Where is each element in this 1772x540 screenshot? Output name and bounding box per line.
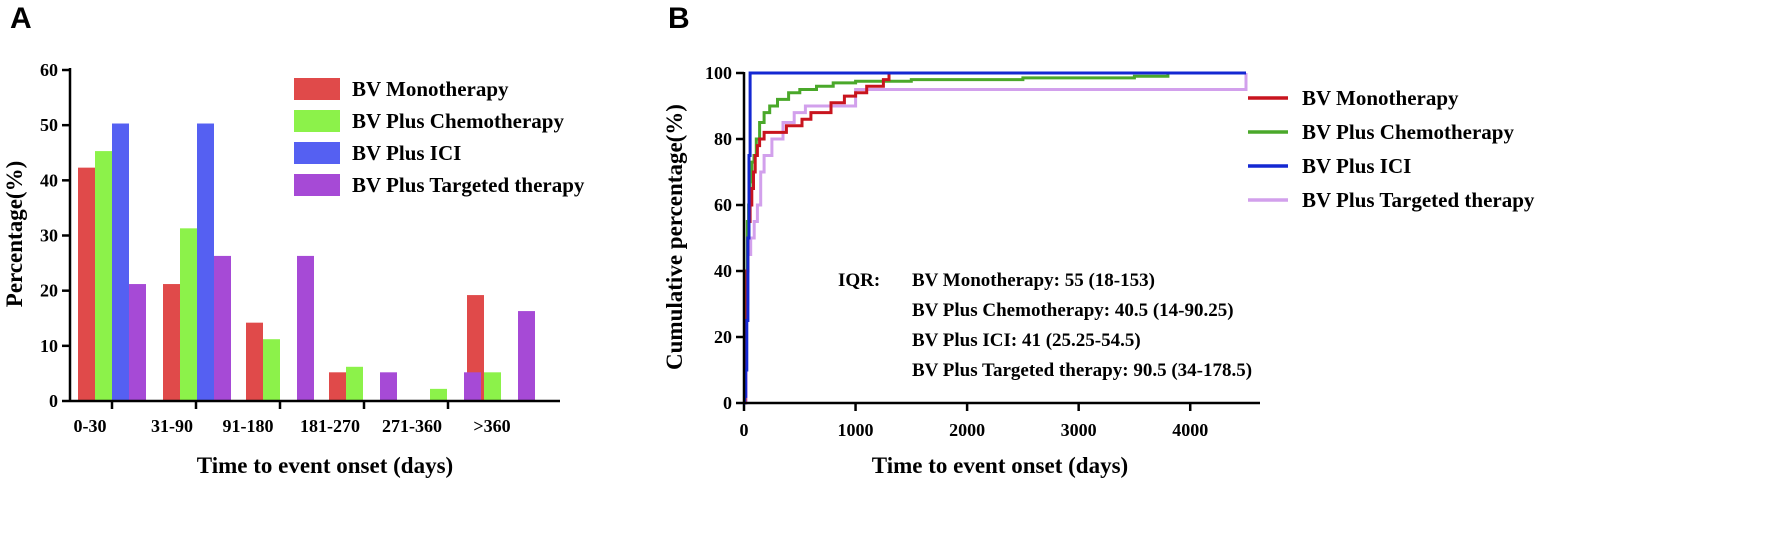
legend-swatch-mono: [294, 78, 340, 100]
line-line_ici: [743, 71, 1246, 405]
panel-b-legend: BV Monotherapy BV Plus Chemotherapy BV Plu…: [1248, 86, 1535, 212]
panel-a-legend: BV Monotherapy BV Plus Chemotherapy BV Plu…: [294, 77, 585, 197]
bar-mono-1: [163, 284, 180, 401]
panel-a-x-axis-title: Time to event onset (days): [197, 453, 453, 478]
panel-a-y-tick-label: 10: [40, 336, 58, 356]
bar-chemo-3: [346, 366, 363, 401]
panel-b-x-tick-label: 3000: [1061, 420, 1097, 440]
panel-b-x-tick-label: 0: [740, 420, 749, 440]
legend-label-line_ici: BV Plus ICI: [1302, 154, 1411, 178]
legend-swatch-ici: [294, 142, 340, 164]
bar-mono-0: [78, 167, 95, 401]
panel-a-letter: A: [10, 2, 32, 35]
bar-targeted-4: [464, 372, 481, 401]
panel-a-x-tick-label: 0-30: [74, 416, 107, 436]
panel-b-line-chart: B 0 20 40 60 80 100 0 1000 2000 3000 4000 Cumulat…: [662, 2, 1535, 478]
panel-b-letter: B: [668, 2, 690, 35]
legend-label-line_chemo: BV Plus Chemotherapy: [1302, 120, 1514, 144]
bar-targeted-5: [518, 311, 535, 401]
panel-a-x-tick-label: 31-90: [151, 416, 193, 436]
panel-a-x-tick-label: >360: [473, 416, 510, 436]
panel-b-y-tick-label: 40: [714, 261, 732, 281]
bar-targeted-1: [214, 255, 231, 401]
panel-a-y-tick-label: 40: [40, 170, 58, 190]
panel-a-x-tick-label: 271-360: [382, 416, 442, 436]
panel-b-x-ticks: 0 1000 2000 3000 4000: [740, 403, 1208, 440]
panel-a-y-tick-label: 0: [49, 391, 58, 411]
panel-b-y-tick-label: 100: [705, 63, 732, 83]
bar-chemo-5: [484, 372, 501, 401]
legend-label-mono: BV Monotherapy: [352, 77, 509, 101]
panel-b-y-ticks: 0 20 40 60 80 100: [705, 63, 744, 413]
bar-chemo-4: [430, 388, 447, 401]
iqr-label: IQR:: [838, 270, 880, 291]
panel-a-x-tick-label: 181-270: [300, 416, 360, 436]
iqr-annotation: IQR: BV Monotherapy: 55 (18-153) BV Plus…: [838, 270, 1252, 381]
iqr-line-targeted: BV Plus Targeted therapy: 90.5 (34-178.5…: [912, 360, 1252, 381]
panel-b-x-tick-label: 2000: [949, 420, 985, 440]
bar-chemo-1: [180, 228, 197, 401]
bar-chemo-0: [95, 151, 112, 401]
panel-b-y-tick-label: 80: [714, 129, 732, 149]
panel-b-x-axis-title: Time to event onset (days): [872, 453, 1128, 478]
panel-a-bar-chart: A 0 10 20 30 40 50 60 0-30 31-90 91-180 181-270 27…: [2, 2, 585, 478]
panel-b-y-tick-label: 0: [723, 393, 732, 413]
panel-b-y-tick-label: 20: [714, 327, 732, 347]
line-line_chemo: [743, 71, 1246, 405]
bar-chemo-2: [263, 339, 280, 401]
bar-targeted-3: [380, 372, 397, 401]
iqr-line-mono: BV Monotherapy: 55 (18-153): [912, 270, 1155, 291]
bar-mono-2: [246, 322, 263, 401]
legend-label-targeted: BV Plus Targeted therapy: [352, 173, 585, 197]
line-line_mono: [743, 71, 1246, 405]
panel-b-lines: [743, 71, 1248, 405]
panel-a-y-tick-label: 50: [40, 115, 58, 135]
panel-a-y-tick-label: 30: [40, 226, 58, 246]
panel-a-bars: [78, 123, 535, 402]
legend-swatch-targeted: [294, 174, 340, 196]
iqr-line-chemo: BV Plus Chemotherapy: 40.5 (14-90.25): [912, 300, 1234, 321]
panel-a-y-tick-label: 60: [40, 60, 58, 80]
panel-b-x-tick-label: 4000: [1172, 420, 1208, 440]
legend-label-line_mono: BV Monotherapy: [1302, 86, 1459, 110]
panel-a-x-ticks: 0-30 31-90 91-180 181-270 271-360 >360: [74, 401, 511, 436]
legend-swatch-chemo: [294, 110, 340, 132]
panel-b-y-tick-label: 60: [714, 195, 732, 215]
bar-targeted-0: [129, 284, 146, 401]
panel-b-x-tick-label: 1000: [838, 420, 874, 440]
legend-label-ici: BV Plus ICI: [352, 141, 461, 165]
panel-a-y-ticks: 0 10 20 30 40 50 60: [40, 60, 70, 411]
bar-ici-0: [112, 123, 129, 402]
legend-label-chemo: BV Plus Chemotherapy: [352, 109, 564, 133]
line-line_targeted: [744, 73, 1248, 405]
panel-b-y-axis-title: Cumulative percentage(%): [662, 104, 687, 370]
bar-mono-3: [329, 372, 346, 401]
legend-label-line_targeted: BV Plus Targeted therapy: [1302, 188, 1535, 212]
panel-a-y-axis-title: Percentage(%): [2, 161, 27, 307]
panel-a-x-tick-label: 91-180: [223, 416, 274, 436]
bar-targeted-2: [297, 255, 314, 401]
iqr-line-ici: BV Plus ICI: 41 (25.25-54.5): [912, 330, 1141, 351]
panel-a-y-tick-label: 20: [40, 281, 58, 301]
bar-ici-1: [197, 123, 214, 402]
